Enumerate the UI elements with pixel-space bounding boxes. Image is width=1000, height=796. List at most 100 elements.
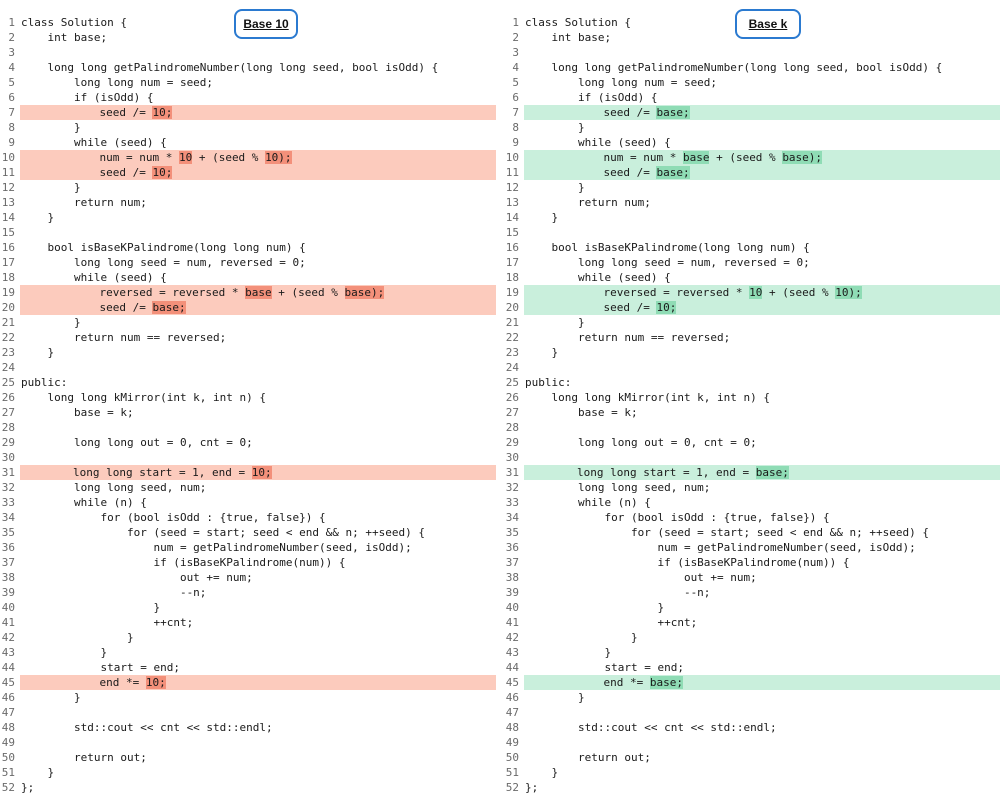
code-segment: } [525,631,638,644]
line-number: 46 [1,691,15,704]
code-text: }; [525,780,1000,795]
code-text: bool isBaseKPalindrome(long long num) { [525,240,1000,255]
line-number: 14 [505,211,519,224]
code-segment: while (n) { [21,496,147,509]
line-number: 3 [8,46,15,59]
code-segment: long long kMirror(int k, int n) { [525,391,771,404]
code-text: } [525,765,1000,780]
code-segment: } [21,346,55,359]
diff-highlighted-line: 45 end *= 10; [0,675,496,690]
code-text: if (isBaseKPalindrome(num)) { [525,555,1000,570]
line-number: 8 [8,121,15,134]
diff-highlighted-line: 10 num = num * 10 + (seed % 10); [0,150,496,165]
line-number: 13 [505,196,519,209]
line-number: 4 [8,61,15,74]
code-line: 43 } [0,645,496,660]
code-line: 33 while (n) { [0,495,496,510]
code-segment: long long start = 1, end = [524,466,756,479]
code-text: return num == reversed; [21,330,496,345]
changed-token: base); [344,286,385,299]
code-segment: + (seed % [709,151,783,164]
code-segment: long long seed = num, reversed = 0; [525,256,810,269]
line-number: 28 [505,421,519,434]
code-text: --n; [525,585,1000,600]
code-line: 12 } [0,180,496,195]
code-segment: seed /= [524,106,657,119]
code-line: 21 } [504,315,1000,330]
code-line: 33 while (n) { [504,495,1000,510]
line-number: 37 [505,556,519,569]
code-segment: long long seed, num; [21,481,207,494]
code-line: 2 int base; [504,30,1000,45]
code-text: long long out = 0, cnt = 0; [525,435,1000,450]
line-number: 6 [512,91,519,104]
code-text: seed /= 10; [524,300,1000,315]
code-text: long long getPalindromeNumber(long long … [21,60,496,75]
code-segment: num = getPalindromeNumber(seed, isOdd); [525,541,916,554]
code-segment: --n; [525,586,711,599]
line-number: 12 [1,181,15,194]
code-segment: end *= [20,676,146,689]
code-segment: bool isBaseKPalindrome(long long num) { [21,241,306,254]
code-segment: return num == reversed; [525,331,731,344]
code-line: 2 int base; [0,30,496,45]
code-segment: long long getPalindromeNumber(long long … [525,61,943,74]
code-segment: class Solution { [21,16,127,29]
code-line: 51 } [0,765,496,780]
code-line: 35 for (seed = start; seed < end && n; +… [504,525,1000,540]
code-line: 40 } [504,600,1000,615]
line-number: 40 [505,601,519,614]
diff-highlighted-line: 11 seed /= 10; [0,165,496,180]
line-number: 25 [1,376,15,389]
line-number: 1 [512,16,519,29]
code-text: num = num * 10 + (seed % 10); [20,150,496,165]
diff-pane-base-k: 1 class Solution {2 int base; 3 4 long long… [504,0,1000,796]
code-line: 23 } [504,345,1000,360]
code-line: 48 std::cout << cnt << std::endl; [504,720,1000,735]
code-text: } [21,765,496,780]
code-line: 21 } [0,315,496,330]
line-number: 10 [505,151,519,164]
code-text: while (seed) { [21,135,496,150]
code-segment: while (seed) { [525,136,671,149]
code-line: 27 base = k; [0,405,496,420]
line-number: 4 [512,61,519,74]
changed-token: 10; [152,166,173,179]
line-number: 25 [505,376,519,389]
code-segment: if (isBaseKPalindrome(num)) { [525,556,850,569]
code-line: 30 [504,450,1000,465]
line-number: 11 [1,166,15,179]
line-number: 17 [505,256,519,269]
code-line: 1 class Solution { [0,15,496,30]
changed-token: 10 [178,151,193,164]
code-line: 16 bool isBaseKPalindrome(long long num)… [504,240,1000,255]
code-line: 52}; [504,780,1000,795]
line-number: 39 [1,586,15,599]
code-text: start = end; [21,660,496,675]
changed-token: 10); [835,286,862,299]
line-number: 9 [512,136,519,149]
code-line: 3 [0,45,496,60]
line-number: 15 [1,226,15,239]
line-number: 16 [505,241,519,254]
code-text: long long num = seed; [21,75,496,90]
code-segment: start = end; [525,661,684,674]
code-segment: long long out = 0, cnt = 0; [21,436,253,449]
code-text: if (isOdd) { [525,90,1000,105]
line-number: 33 [1,496,15,509]
code-line: 46 } [504,690,1000,705]
code-line: 52}; [0,780,496,795]
code-text: end *= base; [524,675,1000,690]
code-segment: int base; [21,31,108,44]
code-line: 44 start = end; [504,660,1000,675]
changed-token: base; [656,166,690,179]
code-segment: } [21,181,81,194]
line-number: 18 [505,271,519,284]
code-segment: class Solution { [525,16,631,29]
code-line: 37 if (isBaseKPalindrome(num)) { [0,555,496,570]
diff-highlighted-line: 31 long long start = 1, end = base; [504,465,1000,480]
code-segment: std::cout << cnt << std::endl; [21,721,273,734]
line-number: 43 [505,646,519,659]
code-segment: + (seed % [192,151,266,164]
code-text: for (bool isOdd : {true, false}) { [525,510,1000,525]
